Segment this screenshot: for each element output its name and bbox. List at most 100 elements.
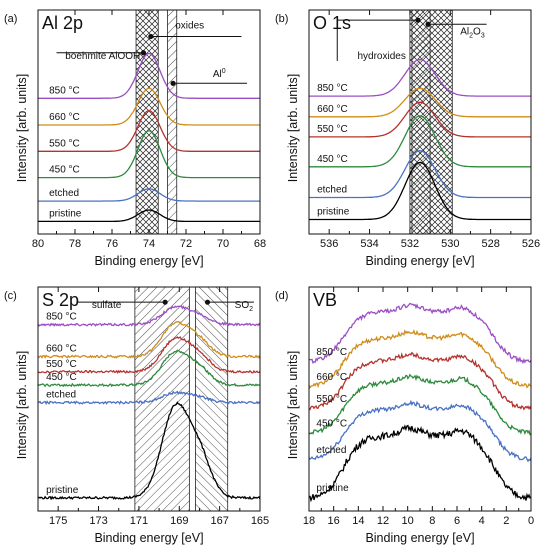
series-line-5 bbox=[37, 305, 261, 327]
annotation-main-1: SO bbox=[235, 300, 250, 311]
annotation-text-1: hydroxides bbox=[357, 51, 405, 62]
annotation-main-1: boehmite AlOOH bbox=[65, 51, 140, 62]
series-line-2 bbox=[37, 349, 260, 388]
x-tick-label-1: 78 bbox=[69, 238, 81, 250]
x-tick-label-0: 175 bbox=[49, 515, 67, 527]
series-label-0: pristine bbox=[316, 483, 349, 494]
series-line-0 bbox=[309, 161, 531, 221]
y-axis-label: Intensity [arb. units] bbox=[286, 74, 300, 182]
y-axis-label: Intensity [arb. units] bbox=[286, 351, 300, 459]
x-tick-label-3: 530 bbox=[441, 238, 459, 250]
annotation-dot-1 bbox=[415, 17, 421, 23]
series-label-2: 450 °C bbox=[317, 154, 348, 165]
panel-title: Al 2p bbox=[42, 13, 83, 33]
x-tick-label-9: 0 bbox=[528, 515, 534, 527]
panel-b: pristine etched 450 °C 550 °C 660 °C 850 °C Al… bbox=[275, 9, 540, 268]
series-line-1 bbox=[308, 399, 532, 463]
x-tick-label-1: 173 bbox=[89, 515, 107, 527]
x-tick-label-4: 528 bbox=[481, 238, 499, 250]
panel-title: S 2p bbox=[42, 290, 79, 310]
annotation-sub-0: 2 bbox=[469, 32, 473, 39]
y-axis-label: Intensity [arb. units] bbox=[15, 74, 29, 182]
y-axis-label: Intensity [arb. units] bbox=[15, 351, 29, 459]
series-line-3 bbox=[308, 351, 532, 411]
series-label-3: 550 °C bbox=[46, 359, 77, 370]
series-line-2 bbox=[309, 115, 531, 168]
series-line-5 bbox=[308, 302, 532, 365]
series-line-4 bbox=[38, 87, 260, 126]
series-line-0 bbox=[308, 424, 532, 503]
annotation-dot-1 bbox=[140, 50, 147, 56]
series-line-5 bbox=[309, 58, 531, 97]
annotation-tail-0: O bbox=[473, 26, 481, 37]
series-label-1: etched bbox=[49, 188, 79, 199]
x-tick-label-2: 76 bbox=[106, 238, 118, 250]
panel-label: (d) bbox=[275, 290, 288, 302]
x-tick-label-2: 14 bbox=[352, 515, 364, 527]
series-label-2: 450 °C bbox=[49, 165, 80, 176]
panel-title: VB bbox=[313, 290, 337, 310]
series-line-0 bbox=[37, 401, 261, 501]
series-line-3 bbox=[37, 336, 261, 375]
series-line-1 bbox=[309, 150, 531, 199]
series-label-4: 660 °C bbox=[317, 104, 348, 115]
annotation-sub-1: 2 bbox=[249, 306, 253, 313]
panel-title: O 1s bbox=[313, 13, 351, 33]
series-line-3 bbox=[38, 109, 260, 152]
series-label-3: 550 °C bbox=[317, 124, 348, 135]
x-axis-label: Binding energy [eV] bbox=[365, 254, 474, 268]
x-tick-label-4: 167 bbox=[210, 515, 228, 527]
x-tick-label-6: 6 bbox=[454, 515, 460, 527]
x-tick-label-5: 526 bbox=[522, 238, 540, 250]
series-line-4 bbox=[37, 320, 261, 360]
series-line-4 bbox=[308, 329, 532, 389]
series-line-4 bbox=[309, 87, 531, 118]
panel-c: pristine etched 450 °C 550 °C 660 °C 850 °C su… bbox=[4, 286, 269, 545]
x-tick-label-5: 70 bbox=[217, 238, 229, 250]
series-line-1 bbox=[38, 188, 260, 202]
series-label-1: etched bbox=[46, 390, 76, 401]
series-label-5: 850 °C bbox=[46, 312, 77, 323]
annotation-main-0: oxides bbox=[175, 20, 204, 31]
series-label-5: 850 °C bbox=[317, 83, 348, 94]
x-tick-label-4: 72 bbox=[180, 238, 192, 250]
series-label-0: pristine bbox=[49, 208, 82, 219]
x-tick-label-8: 2 bbox=[503, 515, 509, 527]
series-line-2 bbox=[38, 130, 260, 179]
panel-d: pristine etched 450 °C 550 °C 660 °C 850 °C 18… bbox=[275, 286, 534, 545]
panel-a: pristine etched 450 °C 550 °C 660 °C 850 °C ox… bbox=[4, 9, 266, 268]
hatched-band-0 bbox=[134, 286, 190, 512]
annotation-text-1: SO2 bbox=[235, 300, 253, 313]
plot-frame bbox=[37, 286, 261, 512]
x-axis-label: Binding energy [eV] bbox=[94, 531, 203, 545]
x-axis-label: Binding energy [eV] bbox=[94, 254, 203, 268]
panel-label: (b) bbox=[275, 13, 288, 25]
panel-label: (a) bbox=[4, 13, 17, 25]
annotation-text-1: boehmite AlOOH bbox=[65, 51, 140, 62]
annotation-text-0: Al2O3 bbox=[460, 26, 485, 39]
series-line-2 bbox=[308, 373, 532, 436]
x-tick-label-5: 8 bbox=[429, 515, 435, 527]
annotation-dot-0 bbox=[162, 299, 168, 305]
x-tick-label-5: 165 bbox=[251, 515, 269, 527]
x-tick-label-0: 18 bbox=[303, 515, 315, 527]
x-tick-label-1: 534 bbox=[360, 238, 378, 250]
series-line-1 bbox=[37, 390, 261, 406]
annotation-sup-2: 0 bbox=[222, 68, 226, 75]
x-tick-label-6: 68 bbox=[254, 238, 266, 250]
series-label-0: pristine bbox=[317, 207, 350, 218]
series-label-3: 550 °C bbox=[49, 138, 80, 149]
series-line-3 bbox=[309, 101, 531, 138]
plot-frame bbox=[308, 9, 532, 235]
x-tick-label-3: 12 bbox=[377, 515, 389, 527]
annotation-dot-1 bbox=[204, 299, 211, 305]
x-tick-label-1: 16 bbox=[328, 515, 340, 527]
annotation-main-0: Al bbox=[460, 26, 469, 37]
series-label-4: 660 °C bbox=[49, 112, 80, 123]
x-tick-label-0: 80 bbox=[32, 238, 44, 250]
x-tick-label-3: 74 bbox=[143, 238, 155, 250]
annotation-main-0: sulfate bbox=[92, 300, 122, 311]
annotation-text-0: sulfate bbox=[92, 300, 122, 311]
panel-label: (c) bbox=[4, 290, 17, 302]
